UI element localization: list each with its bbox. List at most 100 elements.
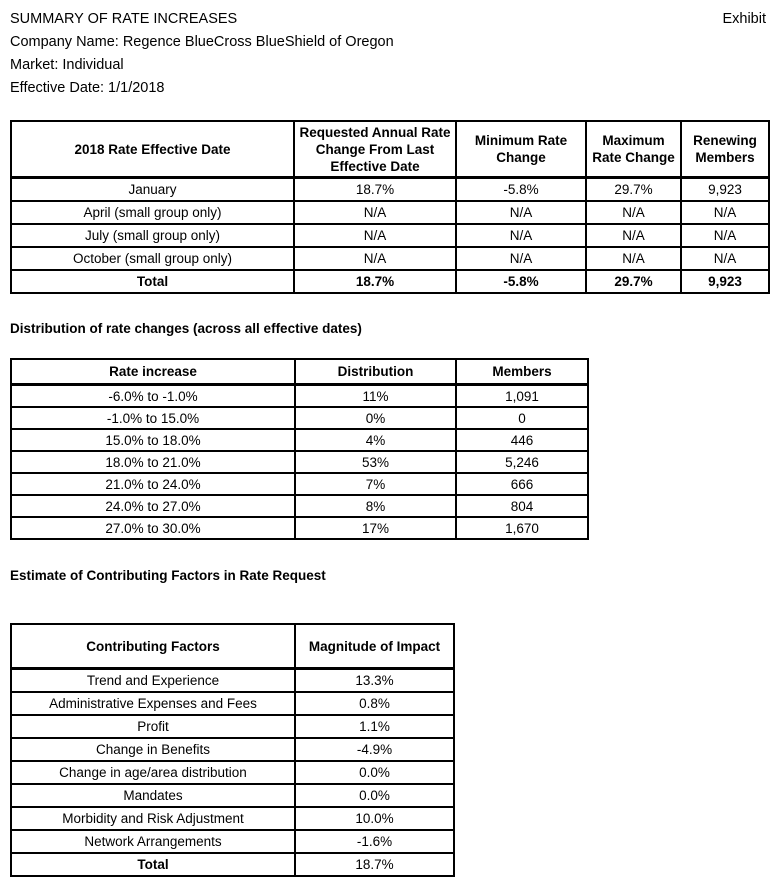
cell-maximum-change: N/A — [585, 246, 682, 271]
table-row: Morbidity and Risk Adjustment 10.0% — [10, 806, 455, 831]
cell-members: 446 — [455, 428, 589, 452]
cell-factor: Profit — [10, 714, 296, 739]
column-header-members: Members — [455, 358, 589, 386]
cell-distribution: 7% — [294, 472, 457, 496]
cell-factor: Trend and Experience — [10, 667, 296, 693]
cell-impact: -4.9% — [294, 737, 455, 762]
cell-renewing-members: N/A — [680, 200, 770, 225]
cell-distribution: 8% — [294, 494, 457, 518]
document-header-row: SUMMARY OF RATE INCREASES Exhibit — [10, 8, 766, 31]
cell-month: October (small group only) — [10, 246, 295, 271]
rate-summary-header-row: 2018 Rate Effective Date Requested Annua… — [10, 120, 770, 179]
cell-impact: 0.0% — [294, 760, 455, 785]
cell-renewing-members-total: 9,923 — [680, 269, 770, 294]
cell-total-label: Total — [10, 269, 295, 294]
column-header-renewing-members: Renewing Members — [680, 120, 770, 179]
table-row: Mandates 0.0% — [10, 783, 455, 808]
cell-members: 666 — [455, 472, 589, 496]
table-row: Profit 1.1% — [10, 714, 455, 739]
table-row-total: Total 18.7% -5.8% 29.7% 9,923 — [10, 269, 770, 294]
cell-impact: 1.1% — [294, 714, 455, 739]
table-row-total: Total 18.7% — [10, 852, 455, 877]
column-header-magnitude: Magnitude of Impact — [294, 623, 455, 670]
cell-factor: Change in age/area distribution — [10, 760, 296, 785]
cell-distribution: 11% — [294, 383, 457, 408]
table-row-october: October (small group only) N/A N/A N/A N… — [10, 246, 770, 271]
cell-renewing-members: N/A — [680, 223, 770, 248]
cell-maximum-change: N/A — [585, 200, 682, 225]
cell-requested-change-total: 18.7% — [293, 269, 457, 294]
page-title: SUMMARY OF RATE INCREASES — [10, 11, 238, 27]
cell-month: January — [10, 176, 295, 202]
table-row-january: January 18.7% -5.8% 29.7% 9,923 — [10, 176, 770, 202]
table-row: 15.0% to 18.0% 4% 446 — [10, 428, 589, 452]
factors-section-title: Estimate of Contributing Factors in Rate… — [10, 568, 326, 583]
cell-rate-range: -6.0% to -1.0% — [10, 383, 296, 408]
cell-minimum-change: N/A — [455, 246, 587, 271]
cell-factor: Administrative Expenses and Fees — [10, 691, 296, 716]
cell-impact: -1.6% — [294, 829, 455, 854]
cell-rate-range: 18.0% to 21.0% — [10, 450, 296, 474]
market-line: Market: Individual — [10, 57, 124, 73]
column-header-distribution: Distribution — [294, 358, 457, 386]
contributing-factors-table: Contributing Factors Magnitude of Impact… — [10, 623, 455, 877]
cell-month: July (small group only) — [10, 223, 295, 248]
company-name-line: Company Name: Regence BlueCross BlueShie… — [10, 34, 394, 50]
cell-distribution: 53% — [294, 450, 457, 474]
cell-rate-range: 21.0% to 24.0% — [10, 472, 296, 496]
cell-minimum-change: -5.8% — [455, 176, 587, 202]
cell-rate-range: 24.0% to 27.0% — [10, 494, 296, 518]
table-row: Change in age/area distribution 0.0% — [10, 760, 455, 785]
cell-members: 1,670 — [455, 516, 589, 540]
table-row-april: April (small group only) N/A N/A N/A N/A — [10, 200, 770, 225]
cell-rate-range: 27.0% to 30.0% — [10, 516, 296, 540]
cell-requested-change: N/A — [293, 246, 457, 271]
cell-members: 1,091 — [455, 383, 589, 408]
cell-minimum-change: N/A — [455, 223, 587, 248]
cell-impact-total: 18.7% — [294, 852, 455, 877]
cell-distribution: 17% — [294, 516, 457, 540]
table-row: Network Arrangements -1.6% — [10, 829, 455, 854]
cell-impact: 0.8% — [294, 691, 455, 716]
cell-impact: 0.0% — [294, 783, 455, 808]
cell-renewing-members: N/A — [680, 246, 770, 271]
table-row: -6.0% to -1.0% 11% 1,091 — [10, 383, 589, 408]
distribution-header-row: Rate increase Distribution Members — [10, 358, 589, 386]
table-row-july: July (small group only) N/A N/A N/A N/A — [10, 223, 770, 248]
cell-members: 5,246 — [455, 450, 589, 474]
table-row: 27.0% to 30.0% 17% 1,670 — [10, 516, 589, 540]
cell-total-label: Total — [10, 852, 296, 877]
column-header-minimum-change: Minimum Rate Change — [455, 120, 587, 179]
cell-renewing-members: 9,923 — [680, 176, 770, 202]
cell-maximum-change-total: 29.7% — [585, 269, 682, 294]
table-row: 18.0% to 21.0% 53% 5,246 — [10, 450, 589, 474]
column-header-maximum-change: Maximum Rate Change — [585, 120, 682, 179]
cell-distribution: 4% — [294, 428, 457, 452]
cell-minimum-change-total: -5.8% — [455, 269, 587, 294]
cell-maximum-change: 29.7% — [585, 176, 682, 202]
cell-rate-range: -1.0% to 15.0% — [10, 406, 296, 430]
exhibit-label: Exhibit — [722, 11, 766, 27]
column-header-requested-change: Requested Annual Rate Change From Last E… — [293, 120, 457, 179]
cell-month: April (small group only) — [10, 200, 295, 225]
cell-impact: 10.0% — [294, 806, 455, 831]
column-header-effective-date: 2018 Rate Effective Date — [10, 120, 295, 179]
table-row: 24.0% to 27.0% 8% 804 — [10, 494, 589, 518]
table-row: Change in Benefits -4.9% — [10, 737, 455, 762]
cell-requested-change: N/A — [293, 200, 457, 225]
cell-factor: Morbidity and Risk Adjustment — [10, 806, 296, 831]
column-header-rate-increase: Rate increase — [10, 358, 296, 386]
cell-requested-change: 18.7% — [293, 176, 457, 202]
cell-factor: Change in Benefits — [10, 737, 296, 762]
cell-factor: Network Arrangements — [10, 829, 296, 854]
cell-maximum-change: N/A — [585, 223, 682, 248]
cell-impact: 13.3% — [294, 667, 455, 693]
table-row: -1.0% to 15.0% 0% 0 — [10, 406, 589, 430]
table-row: Administrative Expenses and Fees 0.8% — [10, 691, 455, 716]
effective-date-line: Effective Date: 1/1/2018 — [10, 80, 165, 96]
cell-members: 0 — [455, 406, 589, 430]
table-row: 21.0% to 24.0% 7% 666 — [10, 472, 589, 496]
cell-distribution: 0% — [294, 406, 457, 430]
factors-header-row: Contributing Factors Magnitude of Impact — [10, 623, 455, 670]
